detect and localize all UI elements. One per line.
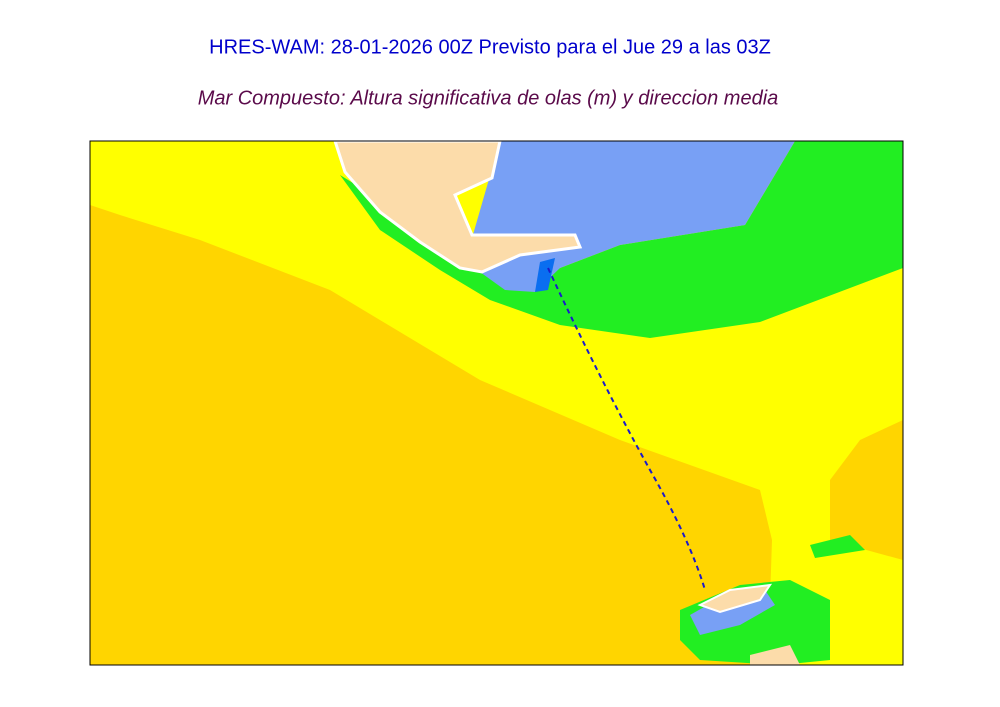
land-south [697, 583, 773, 614]
title: HRES-WAM: 28-01-2026 00Z Previsto para e… [209, 36, 771, 58]
field-blue-dark [535, 258, 555, 292]
field-green [340, 141, 903, 338]
field-blue [470, 141, 795, 292]
field-green-patch [810, 535, 865, 558]
land-south-2 [750, 645, 800, 665]
land [332, 139, 583, 274]
subtitle: Mar Compuesto: Altura significativa de o… [198, 87, 779, 109]
map-frame [89, 140, 904, 666]
map-fields [90, 139, 903, 665]
route-line [547, 267, 706, 591]
